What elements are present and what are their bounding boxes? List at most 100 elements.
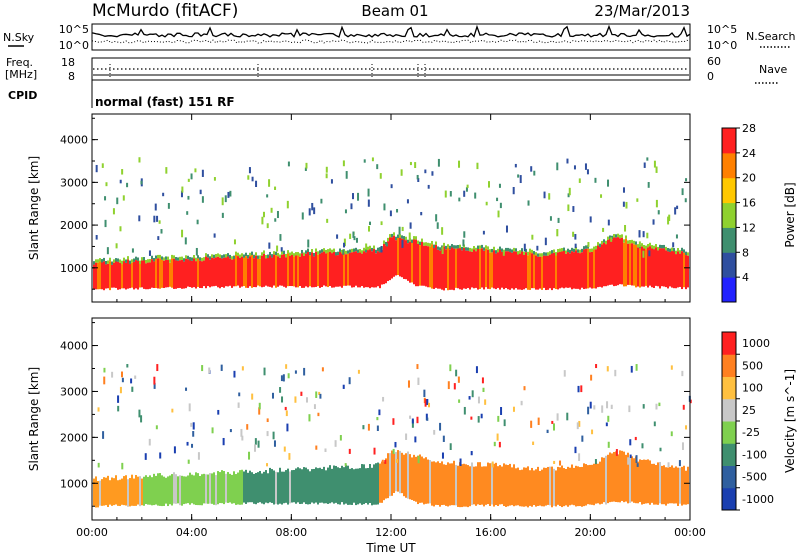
scatter-point <box>409 222 412 229</box>
x-tick-label: 04:00 <box>176 526 208 539</box>
scatter-point <box>349 233 352 239</box>
band-fringe <box>537 253 539 257</box>
band-fringe <box>631 239 633 244</box>
band-column <box>329 465 331 504</box>
scatter-point <box>684 198 687 203</box>
band-fringe <box>149 258 151 263</box>
band-column <box>159 473 161 506</box>
band-column <box>261 473 263 504</box>
scatter-point <box>600 194 603 198</box>
band-fringe <box>461 246 463 251</box>
band-column <box>197 258 199 287</box>
scatter-point <box>678 460 681 467</box>
band-fringe <box>615 234 617 238</box>
band-column <box>519 470 521 507</box>
band-fringe <box>541 253 543 257</box>
band-fringe <box>645 245 647 250</box>
band-fringe <box>405 236 407 241</box>
band-fringe <box>293 253 295 257</box>
band-column <box>415 456 417 502</box>
scatter-point <box>546 429 549 434</box>
band-column <box>437 249 439 289</box>
band-column <box>143 476 145 506</box>
scatter-point <box>458 197 461 202</box>
band-column <box>481 466 483 505</box>
band-column <box>305 467 307 505</box>
scatter-point <box>642 231 645 238</box>
scatter-point <box>353 236 356 241</box>
scatter-point <box>319 393 322 399</box>
band-fringe <box>163 257 165 261</box>
scatter-point <box>343 242 346 248</box>
band-column <box>247 472 249 503</box>
nsky-tick-top: 10^5 <box>59 23 89 36</box>
scatter-point <box>580 385 583 393</box>
band-column <box>275 255 277 288</box>
band-column <box>145 263 147 290</box>
band-fringe <box>171 254 173 259</box>
scatter-point <box>458 160 461 168</box>
band-column <box>313 468 315 504</box>
band-column <box>147 262 149 290</box>
scatter-point <box>496 197 499 202</box>
scatter-point <box>148 438 151 446</box>
colorbar-swatch <box>722 202 736 228</box>
scatter-point <box>578 178 581 183</box>
scatter-point <box>102 431 105 439</box>
scatter-point <box>567 204 570 212</box>
band-column <box>619 238 621 285</box>
scatter-point <box>306 397 309 403</box>
scatter-point <box>389 210 392 217</box>
band-column <box>179 260 181 288</box>
scatter-point <box>523 243 526 252</box>
band-fringe <box>141 257 143 261</box>
band-column <box>535 469 537 507</box>
band-fringe <box>289 252 291 256</box>
band-column <box>557 252 559 290</box>
band-fringe <box>301 249 303 254</box>
band-column <box>475 466 477 506</box>
band-column <box>355 251 357 286</box>
scatter-point <box>638 241 641 248</box>
x-tick-label: 20:00 <box>574 526 606 539</box>
band-fringe <box>553 249 555 253</box>
band-column <box>405 240 407 280</box>
colorbar-swatch <box>722 487 736 511</box>
band-column <box>567 252 569 288</box>
scatter-point <box>407 380 410 388</box>
scatter-point <box>294 396 297 403</box>
scatter-point <box>352 193 355 200</box>
band-fringe <box>547 252 549 256</box>
scatter-point <box>134 375 137 379</box>
scatter-point <box>266 194 269 198</box>
band-column <box>633 458 635 503</box>
band-column <box>427 459 429 504</box>
scatter-point <box>229 190 232 197</box>
x-tick-label: 00:00 <box>76 526 108 539</box>
band-column <box>281 471 283 505</box>
scatter-point <box>544 237 547 246</box>
scatter-point <box>406 199 409 204</box>
scatter-point <box>195 247 198 256</box>
scatter-point <box>587 406 590 415</box>
scatter-point <box>449 191 452 197</box>
band-fringe <box>271 254 273 258</box>
band-column <box>173 258 175 289</box>
band-fringe <box>325 249 327 254</box>
scatter-point <box>116 197 119 205</box>
band-column <box>665 250 667 288</box>
band-column <box>143 260 145 289</box>
scatter-point <box>367 423 370 431</box>
scatter-point <box>263 367 266 376</box>
band-fringe <box>199 257 201 261</box>
band-fringe <box>377 247 379 252</box>
band-column <box>131 474 133 506</box>
band-column <box>443 464 445 505</box>
scatter-point <box>355 237 358 243</box>
band-fringe <box>425 242 427 246</box>
band-column <box>371 467 373 506</box>
scatter-point <box>305 162 308 169</box>
band-column <box>365 468 367 503</box>
band-fringe <box>595 245 597 250</box>
band-fringe <box>387 237 389 242</box>
